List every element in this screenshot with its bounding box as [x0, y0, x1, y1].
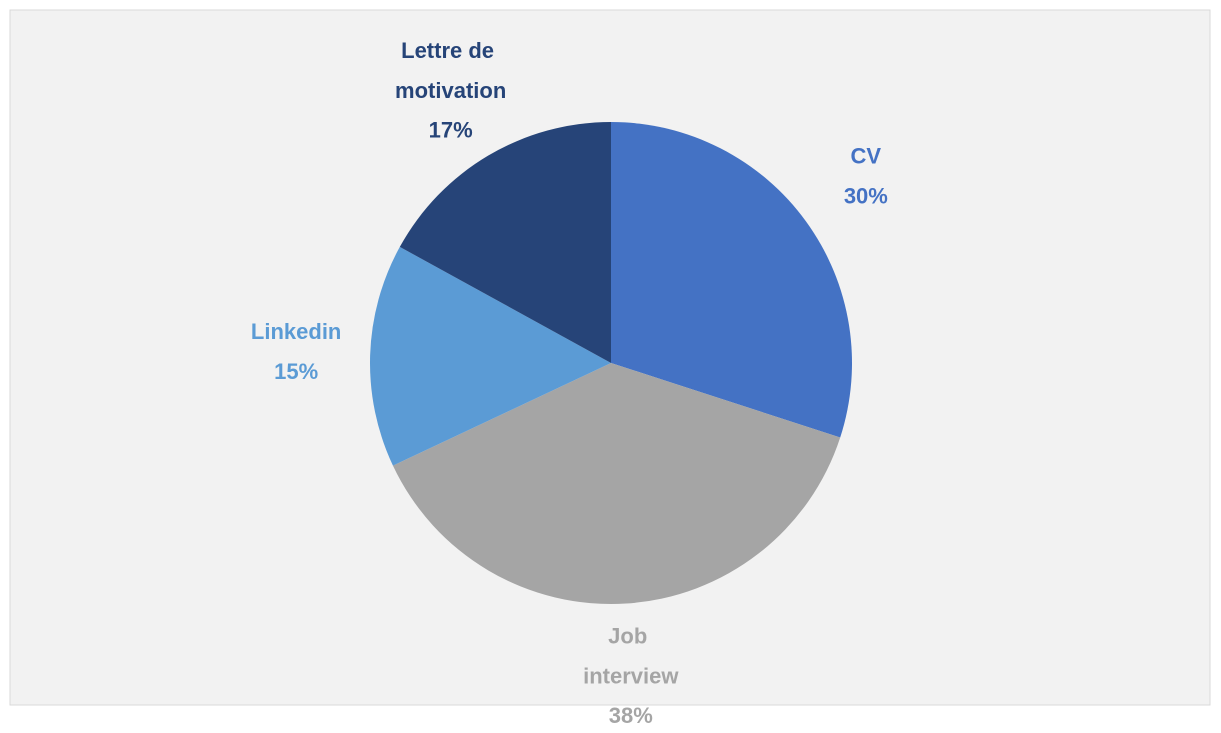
- slice-label: CV: [851, 144, 882, 169]
- slice-value-label: 38%: [609, 703, 653, 728]
- pie-slice: [611, 122, 853, 438]
- slice-label: Linkedin: [251, 319, 341, 344]
- slice-value-label: 30%: [844, 184, 888, 209]
- pie-slice: [399, 122, 611, 363]
- slice-label: Lettre de motivation: [395, 38, 506, 103]
- slice-value-label: 17%: [429, 118, 473, 143]
- pie-slice: [392, 363, 841, 605]
- pie-slice: [370, 246, 611, 466]
- slice-label: Job interview: [583, 623, 679, 688]
- slice-value-label: 15%: [274, 359, 318, 384]
